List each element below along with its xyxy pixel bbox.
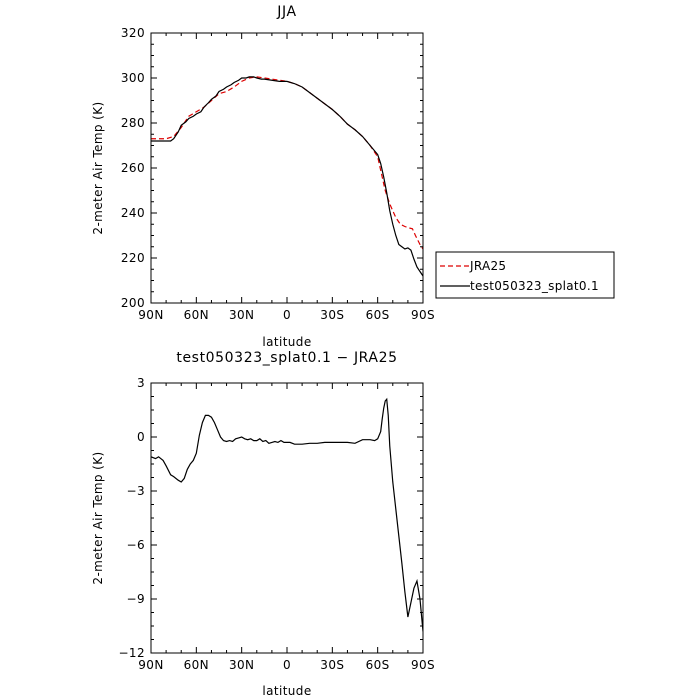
bottom-series-line-0 bbox=[151, 397, 423, 632]
top-y-tick-label: 240 bbox=[121, 206, 145, 220]
top-y-tick-label: 280 bbox=[121, 116, 145, 130]
difference-line-chart: test050323_splat0.1 − JRA25 90N 60N 30N 0 30… bbox=[91, 350, 435, 698]
bottom-x-tick-label: 90S bbox=[411, 658, 435, 672]
top-chart-x-axis-label: latitude bbox=[262, 335, 311, 349]
top-chart-axes: 90N 60N 30N 0 30S 60S 90S 200 220 240 260 280 300 320 bbox=[121, 26, 435, 322]
top-y-tick-label: 300 bbox=[121, 71, 145, 85]
bottom-chart-title: test050323_splat0.1 − JRA25 bbox=[176, 350, 397, 366]
top-chart-marks bbox=[151, 76, 423, 277]
bottom-y-tick-label: 0 bbox=[137, 430, 145, 444]
top-x-tick-label: 90N bbox=[138, 308, 163, 322]
top-y-tick-label: 220 bbox=[121, 251, 145, 265]
bottom-x-tick-label: 90N bbox=[138, 658, 163, 672]
top-series-line-jra25 bbox=[151, 76, 423, 250]
bottom-chart-x-axis-label: latitude bbox=[262, 684, 311, 698]
top-y-tick-label: 200 bbox=[121, 296, 145, 310]
top-chart-legend: JRA25 test050323_splat0.1 bbox=[435, 251, 615, 299]
bottom-y-tick-label: −9 bbox=[127, 592, 146, 606]
top-chart-title: JJA bbox=[276, 4, 296, 20]
top-chart-y-axis-label: 2-meter Air Temp (K) bbox=[91, 101, 105, 234]
top-x-tick-label: 30N bbox=[229, 308, 254, 322]
bottom-chart-y-axis-label: 2-meter Air Temp (K) bbox=[91, 451, 105, 584]
top-series-line-test050323-splat0-1 bbox=[151, 76, 423, 277]
top-x-tick-label: 60S bbox=[366, 308, 390, 322]
bottom-y-tick-label: −6 bbox=[127, 538, 146, 552]
bottom-x-tick-label: 60S bbox=[366, 658, 390, 672]
top-x-tick-label: 90S bbox=[411, 308, 435, 322]
top-y-tick-label: 320 bbox=[121, 26, 145, 40]
legend-test-label: test050323_splat0.1 bbox=[470, 279, 599, 293]
temperature-line-chart: JJA 90N 60N 30N 0 30S 60S 90S 200 220 240 260 280 30… bbox=[91, 4, 435, 349]
bottom-y-tick-label: −3 bbox=[127, 484, 146, 498]
legend-jra25-label: JRA25 bbox=[469, 259, 506, 273]
bottom-y-tick-label: −12 bbox=[118, 646, 145, 660]
bottom-y-tick-label: 3 bbox=[137, 376, 145, 390]
bottom-x-tick-label: 0 bbox=[283, 658, 291, 672]
top-x-tick-label: 60N bbox=[184, 308, 209, 322]
bottom-chart-axes: 90N 60N 30N 0 30S 60S 90S 3 0 −3 −6 −9 −12 bbox=[118, 376, 435, 672]
legend-box bbox=[435, 251, 615, 299]
bottom-chart-marks bbox=[151, 397, 423, 632]
top-x-tick-label: 30S bbox=[320, 308, 344, 322]
top-x-tick-label: 0 bbox=[283, 308, 291, 322]
bottom-x-tick-label: 30S bbox=[320, 658, 344, 672]
top-y-tick-label: 260 bbox=[121, 161, 145, 175]
bottom-x-tick-label: 30N bbox=[229, 658, 254, 672]
bottom-x-tick-label: 60N bbox=[184, 658, 209, 672]
